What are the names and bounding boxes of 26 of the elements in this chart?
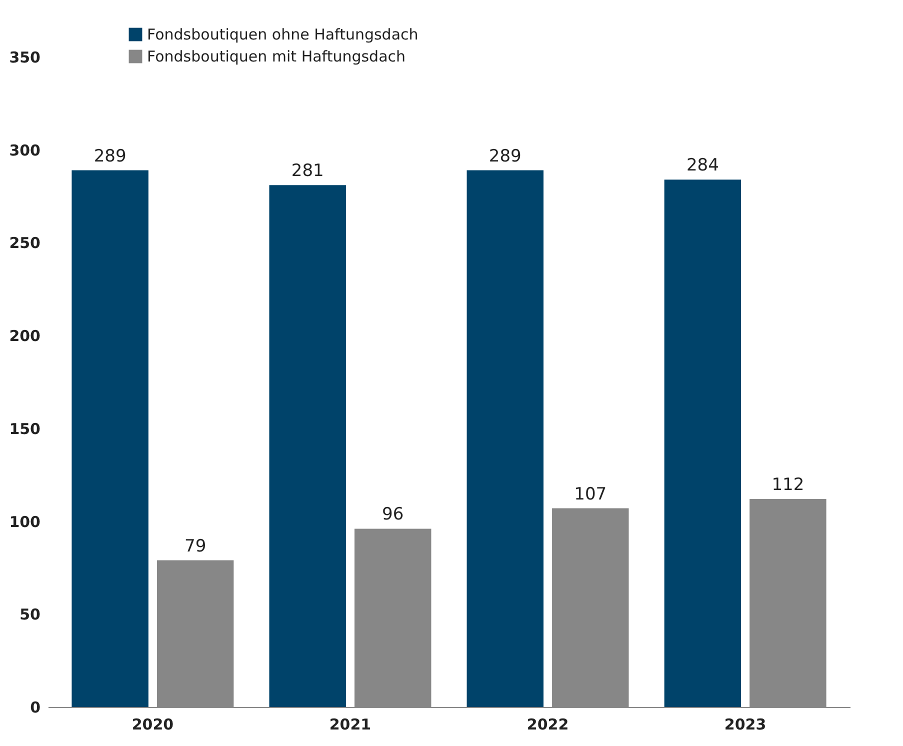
- y-tick-label: 300: [9, 141, 40, 160]
- data-label: 289: [94, 146, 126, 166]
- data-label: 284: [686, 156, 719, 176]
- x-tick-label: 2020: [132, 716, 174, 734]
- data-label: 112: [772, 475, 804, 495]
- y-tick-label: 250: [9, 234, 40, 252]
- bar: [664, 180, 742, 707]
- y-tick-label: 50: [20, 606, 40, 624]
- y-tick-label: 100: [9, 512, 40, 531]
- x-tick-label: 2022: [526, 716, 569, 734]
- data-label: 107: [574, 484, 607, 504]
- x-tick-label: 2021: [329, 716, 372, 734]
- y-tick-label: 0: [30, 698, 40, 716]
- y-tick-label: 200: [9, 327, 40, 346]
- data-label: 289: [488, 146, 522, 166]
- legend-label: Fondsboutiquen mit Haftungsdach: [147, 48, 406, 66]
- bar: [72, 170, 148, 707]
- y-tick-label: 150: [9, 420, 40, 438]
- data-label: 281: [291, 161, 324, 182]
- bar: [269, 185, 346, 707]
- legend-label: Fondsboutiquen ohne Haftungsdach: [147, 26, 418, 44]
- y-tick-label: 350: [9, 48, 40, 66]
- data-label: 79: [184, 536, 206, 556]
- data-label: 96: [382, 504, 404, 525]
- x-tick-label: 2023: [724, 716, 766, 734]
- bar: [466, 170, 544, 707]
